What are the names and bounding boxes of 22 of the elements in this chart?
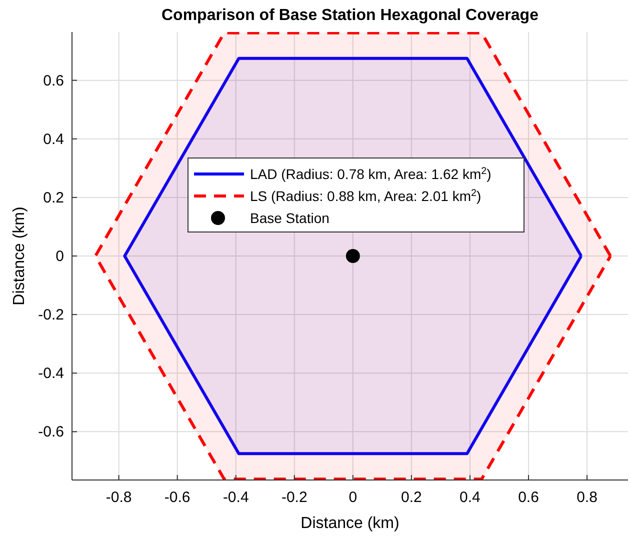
y-tick-label: -0.4 (38, 365, 64, 382)
x-tick-label: -0.4 (222, 489, 249, 506)
legend-label: Base Station (250, 210, 330, 226)
chart-title: Comparison of Base Station Hexagonal Coverage (162, 7, 539, 24)
x-axis-title: Distance (km) (300, 515, 400, 532)
x-tick-label: -0.2 (281, 489, 308, 506)
x-tick-label: -0.8 (106, 489, 132, 506)
legend-label: LAD (Radius: 0.78 km, Area: 1.62 km$^{2}$) (250, 166, 492, 182)
x-tick-label: 0.2 (401, 489, 422, 506)
x-tick-label: 0.8 (576, 489, 598, 506)
y-tick-label: -0.6 (38, 424, 64, 441)
y-tick-label: 0.2 (43, 189, 64, 206)
y-tick-label: 0.6 (43, 72, 64, 90)
y-axis-title: Distance (km) (11, 206, 28, 306)
x-tick-label: -0.6 (164, 489, 190, 506)
legend-label: LS (Radius: 0.88 km, Area: 2.01 km$^{2}$) (250, 188, 482, 204)
x-tick-label: 0 (348, 489, 358, 506)
x-tick-label: 0.4 (460, 489, 480, 506)
y-tick-label: 0 (56, 248, 64, 265)
y-tick-label: -0.2 (38, 306, 64, 324)
x-tick-label: 0.6 (518, 489, 539, 506)
y-tick-label: 0.4 (43, 130, 64, 148)
